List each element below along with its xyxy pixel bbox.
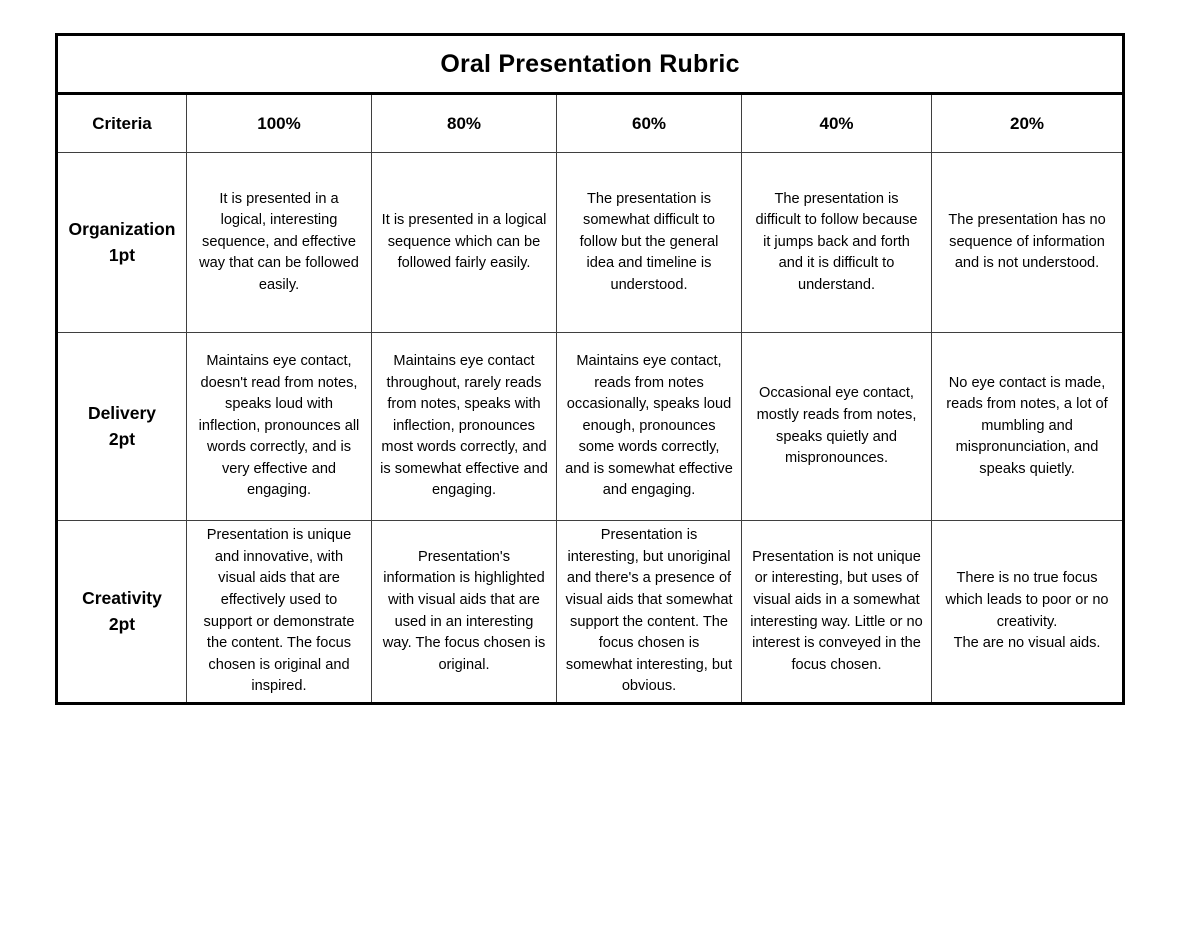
cell-organization-100: It is presented in a logical, interestin… [186,152,372,333]
cell-delivery-80: Maintains eye contact throughout, rarely… [371,332,557,521]
cell-delivery-40: Occasional eye contact, mostly reads fro… [741,332,932,521]
table-row-delivery: Delivery 2pt Maintains eye contact, does… [56,332,1125,521]
cell-organization-60: The presentation is somewhat difficult t… [556,152,742,333]
page-title: Oral Presentation Rubric [55,34,1125,95]
rubric-table: Oral Presentation Rubric Criteria 100% 8… [55,33,1126,705]
cell-creativity-40: Presentation is not unique or interestin… [741,520,932,704]
cell-creativity-80: Presentation's information is highlighte… [371,520,557,704]
cell-organization-20: The presentation has no sequence of info… [930,152,1125,333]
criterion-points: 2pt [108,428,136,449]
criterion-name: Creativity [82,588,162,609]
cell-delivery-20: No eye contact is made, reads from notes… [930,332,1125,521]
criterion-name: Organization [68,219,176,240]
criterion-name: Delivery [87,403,157,424]
criterion-points: 2pt [108,613,136,634]
table-row-creativity: Creativity 2pt Presentation is unique an… [56,520,1125,704]
column-header-20: 20% [930,93,1125,153]
column-header-60: 60% [556,93,742,153]
row-label-delivery: Delivery 2pt [56,332,187,521]
cell-organization-40: The presentation is difficult to follow … [741,152,932,333]
row-label-organization: Organization 1pt [56,152,187,333]
criterion-points: 1pt [108,244,136,265]
header-row: Criteria 100% 80% 60% 40% 20% [56,93,1125,153]
column-header-80: 80% [371,93,557,153]
title-row: Oral Presentation Rubric [55,34,1125,95]
row-label-creativity: Creativity 2pt [56,520,187,704]
cell-creativity-60: Presentation is interesting, but unorigi… [556,520,742,704]
cell-delivery-100: Maintains eye contact, doesn't read from… [186,332,372,521]
cell-organization-80: It is presented in a logical sequence wh… [371,152,557,333]
table-row-organization: Organization 1pt It is presented in a lo… [56,152,1125,333]
cell-creativity-100: Presentation is unique and innovative, w… [186,520,372,704]
column-header-40: 40% [741,93,932,153]
cell-creativity-20: There is no true focus which leads to po… [930,520,1125,704]
column-header-criteria: Criteria [56,93,187,153]
column-header-100: 100% [186,93,372,153]
cell-delivery-60: Maintains eye contact, reads from notes … [556,332,742,521]
